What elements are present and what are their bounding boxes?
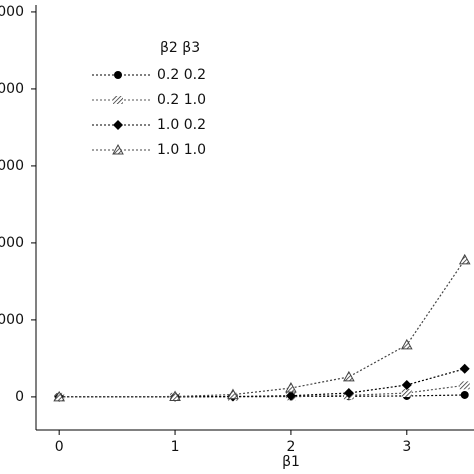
- y-tick-label: 1000: [0, 312, 24, 328]
- marker: [114, 71, 122, 79]
- legend-title: β2 β3: [160, 40, 200, 56]
- marker: [459, 381, 470, 390]
- x-tick-label: 1: [171, 439, 180, 455]
- marker: [460, 390, 469, 399]
- marker: [113, 120, 123, 130]
- legend-label: 1.0 1.0: [157, 142, 206, 158]
- marker: [227, 388, 239, 400]
- marker: [112, 143, 124, 155]
- marker: [458, 253, 471, 265]
- legend-label: 1.0 0.2: [157, 117, 206, 133]
- legend-label: 0.2 1.0: [157, 92, 206, 108]
- marker: [285, 382, 297, 393]
- y-tick-label: 0: [15, 389, 24, 405]
- y-tick-label: 2000: [0, 235, 24, 251]
- marker: [401, 389, 412, 398]
- marker: [401, 379, 412, 390]
- x-tick-label: 3: [402, 439, 411, 455]
- y-tick-label: 5000: [0, 4, 24, 20]
- marker: [53, 390, 66, 402]
- marker: [400, 338, 413, 350]
- marker: [459, 363, 470, 374]
- marker: [169, 390, 181, 402]
- x-tick-label: 0: [55, 439, 64, 455]
- y-tick-label: 4000: [0, 81, 24, 97]
- x-tick-label: 2: [286, 439, 295, 455]
- marker: [285, 390, 296, 401]
- series-line: [59, 259, 466, 398]
- plot-area: [53, 253, 471, 402]
- marker: [113, 96, 123, 104]
- legend-label: 0.2 0.2: [157, 67, 206, 83]
- marker: [343, 388, 354, 399]
- marker: [343, 370, 355, 382]
- x-axis-label: β1: [282, 454, 300, 470]
